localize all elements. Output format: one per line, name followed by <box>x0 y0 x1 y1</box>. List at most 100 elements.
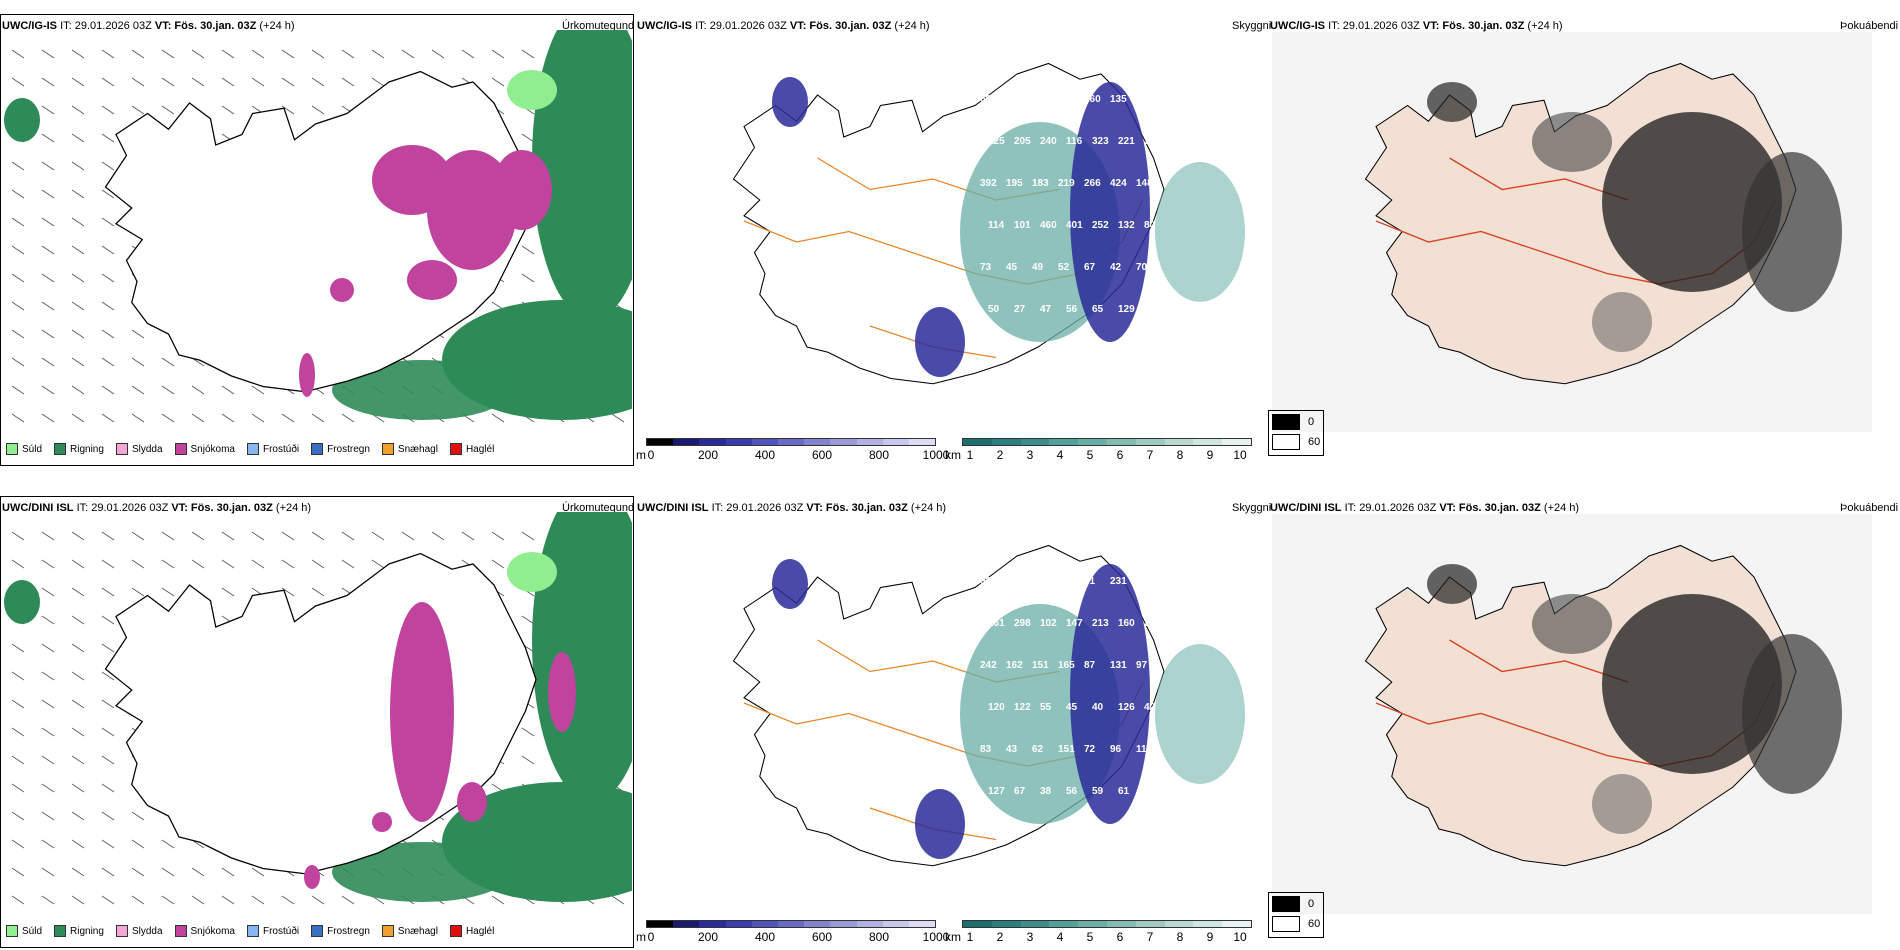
cloud-value-label: 27 <box>1014 304 1026 315</box>
valid-time: Fös. 30.jan. 03Z <box>809 20 892 32</box>
cloud-value-label: 111 <box>1136 744 1152 755</box>
cloud-base-area <box>915 307 965 377</box>
model-label: UWC/DINI ISL <box>2 502 74 514</box>
panel-title: Úrkomutegund <box>562 20 635 32</box>
fog-legend-frame <box>1268 892 1324 938</box>
fog-legend-item: 60 <box>1272 434 1320 450</box>
valid-time-prefix: VT: <box>806 502 823 514</box>
legend-swatch <box>174 443 187 455</box>
legend-swatch <box>246 443 259 455</box>
cloud-value-label: 61 <box>1118 786 1130 797</box>
wind-barb <box>101 133 115 143</box>
wind-barb <box>281 895 295 905</box>
legend-label: Haglél <box>465 925 495 937</box>
wind-barb <box>11 727 25 737</box>
fog-dense-area <box>1602 594 1782 774</box>
wind-barb <box>71 783 85 793</box>
legend-swatch <box>6 443 18 455</box>
cloud-value-label: 68 <box>1032 576 1044 587</box>
wind-barb <box>41 49 55 59</box>
legend-swatch <box>115 443 128 455</box>
cloud-value-label: 67 <box>1014 786 1026 797</box>
wind-barb <box>341 413 355 423</box>
panel-header: UWC/IG-IS IT: 29.01.2026 03Z VT: Fös. 30… <box>1270 20 1563 32</box>
wind-barb <box>71 133 85 143</box>
cloud-value-label: 55 <box>1040 702 1052 713</box>
wind-barb <box>11 301 25 311</box>
cloud-value-label: 266 <box>1084 178 1101 189</box>
wind-barb <box>101 867 115 877</box>
wind-barb <box>71 301 85 311</box>
wind-barb <box>11 559 25 569</box>
wind-barb <box>71 161 85 171</box>
cloud-value-label: 42 <box>1144 702 1156 713</box>
legend-item: Snjókoma <box>174 443 235 455</box>
visibility-tick: 8 <box>1176 448 1184 462</box>
wind-barb <box>611 895 625 905</box>
legend-item: Snjókoma <box>174 925 235 937</box>
fog-legend-swatch <box>1272 414 1300 430</box>
wind-barb <box>11 895 25 905</box>
wind-barb <box>71 755 85 765</box>
wind-barb <box>221 77 235 87</box>
cloud-value-label: 261 <box>988 618 1005 629</box>
legend-label: Slydda <box>131 443 163 455</box>
cloud-base-tick: 1000 <box>922 448 950 462</box>
wind-barb <box>161 105 175 115</box>
cloud-value-label: 101 <box>1014 220 1031 231</box>
cloud-value-label: 98 <box>980 576 992 587</box>
panel-header: UWC/IG-IS IT: 29.01.2026 03Z VT: Fös. 30… <box>2 20 295 32</box>
wind-barb <box>311 895 325 905</box>
wind-barb <box>521 49 535 59</box>
legend-label: Snjókoma <box>190 443 235 455</box>
wind-barb <box>71 77 85 87</box>
wind-barb <box>431 531 445 541</box>
fog-dense-area <box>1532 112 1612 172</box>
wind-barb <box>11 189 25 199</box>
cloud-value-label: 50 <box>988 304 1000 315</box>
wind-barb <box>611 413 625 423</box>
legend-item: Haglél <box>449 443 494 455</box>
fog-dense-area <box>1427 564 1477 604</box>
fog-dense-area <box>1532 594 1612 654</box>
wind-barb <box>41 77 55 87</box>
wind-barb <box>101 811 115 821</box>
panel-header: UWC/DINI ISL IT: 29.01.2026 03Z VT: Fös.… <box>1270 502 1579 514</box>
cloud-value-label: 230 <box>1136 94 1153 105</box>
model-label: UWC/IG-IS <box>1270 20 1325 32</box>
wind-barb <box>71 643 85 653</box>
wind-barb <box>41 385 55 395</box>
cloud-base-unit: m <box>636 448 646 462</box>
visibility-tick: 4 <box>1056 930 1064 944</box>
legend-item: Frostregn <box>311 925 370 937</box>
cloud-value-label: 151 <box>1032 660 1049 671</box>
wind-barb <box>431 49 445 59</box>
visibility-unit: km <box>945 930 961 944</box>
wind-barb <box>161 559 175 569</box>
wind-barb <box>11 357 25 367</box>
wind-barb <box>41 161 55 171</box>
wind-barb <box>71 245 85 255</box>
visibility-tick: 2 <box>996 448 1004 462</box>
wind-barb <box>281 413 295 423</box>
panel-title: Skyggni <box>1232 502 1272 514</box>
cloud-base-tick: 0 <box>647 930 655 944</box>
cloud-value-label: 101 <box>1006 94 1023 105</box>
rain-area <box>532 512 632 802</box>
cloud-value-label: 240 <box>1040 136 1057 147</box>
wind-barb <box>101 301 115 311</box>
wind-barb <box>131 867 145 877</box>
fog-legend-item: 60 <box>1272 916 1320 932</box>
wind-barb <box>191 413 205 423</box>
wind-barb <box>341 77 355 87</box>
wind-barb <box>521 133 535 143</box>
wind-barb <box>41 643 55 653</box>
cloud-value-label: 71 <box>1084 576 1096 587</box>
legend-label: Snæhagl <box>397 443 438 455</box>
cloud-value-label: 114 <box>988 220 1005 231</box>
wind-barb <box>11 755 25 765</box>
cloud-value-label: 45 <box>1006 262 1018 273</box>
wind-barb <box>71 867 85 877</box>
wind-barb <box>221 895 235 905</box>
visibility-tick: 6 <box>1116 930 1124 944</box>
